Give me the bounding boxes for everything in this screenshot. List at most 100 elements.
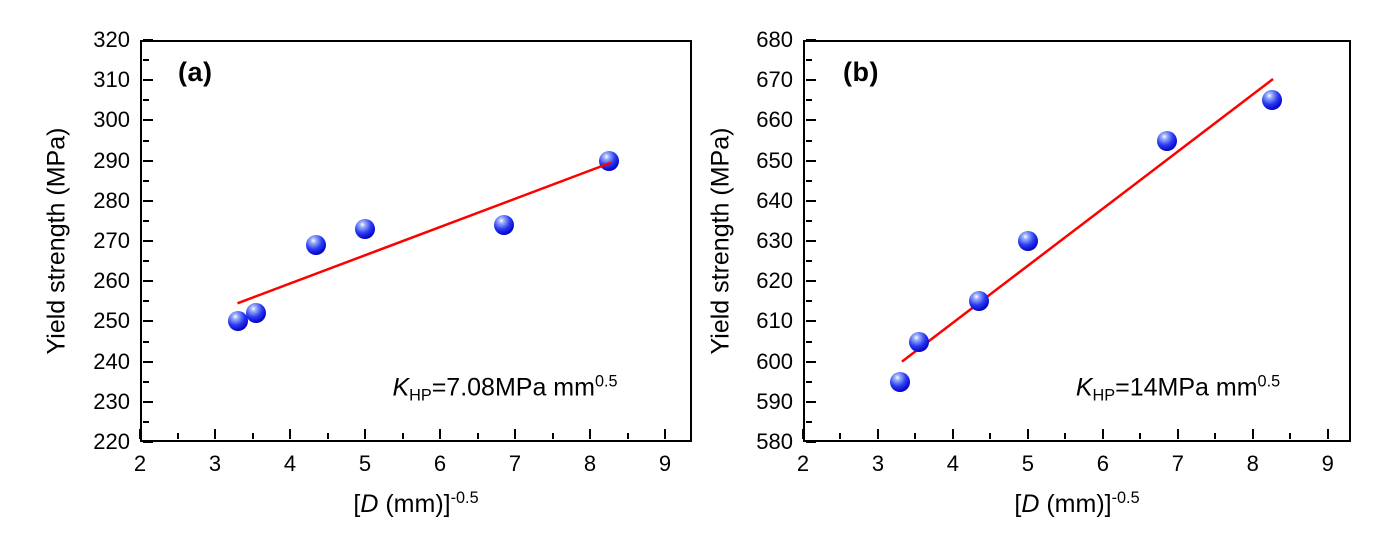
y-tick-label: 280 bbox=[93, 187, 130, 213]
x-major-tick bbox=[1101, 429, 1104, 439]
plot-area-b bbox=[803, 40, 1351, 442]
y-tick-label: 670 bbox=[756, 67, 793, 93]
data-point bbox=[1017, 231, 1038, 251]
x-tick-label: 5 bbox=[358, 451, 372, 476]
y-minor-tick bbox=[143, 139, 149, 142]
data-point bbox=[355, 218, 375, 239]
y-minor-tick bbox=[143, 300, 149, 303]
data-point bbox=[890, 371, 911, 392]
x-tick-label: 3 bbox=[208, 451, 222, 476]
x-tick-label: 5 bbox=[1021, 451, 1035, 476]
y-tick-label: 680 bbox=[756, 27, 793, 52]
data-point bbox=[227, 311, 248, 332]
y-tick-label: 240 bbox=[93, 348, 130, 374]
x-major-tick bbox=[589, 429, 591, 439]
y-minor-tick bbox=[806, 340, 812, 343]
y-tick-label: 620 bbox=[756, 268, 793, 294]
x-minor-tick bbox=[401, 433, 404, 439]
y-minor-tick bbox=[143, 99, 149, 102]
x-minor-tick bbox=[1214, 433, 1217, 439]
y-axis-title-text: Yield strength (MPa) bbox=[42, 127, 71, 355]
x-tick-label: 2 bbox=[133, 451, 147, 476]
x-major-tick bbox=[802, 429, 804, 439]
x-major-tick bbox=[214, 429, 216, 439]
khp-annotation-a: KHP=7.08MPa mm0.5 bbox=[392, 372, 618, 405]
y-minor-tick bbox=[806, 219, 812, 222]
y-minor-tick bbox=[143, 260, 149, 263]
y-minor-tick bbox=[806, 300, 812, 303]
khp-symbol: K bbox=[1075, 373, 1093, 402]
y-tick-label: 220 bbox=[93, 429, 130, 454]
y-minor-tick bbox=[143, 59, 149, 62]
x-tick-label: 6 bbox=[1096, 451, 1109, 476]
khp-value: =14MPa mm bbox=[1115, 373, 1258, 402]
khp-superscript: 0.5 bbox=[594, 372, 618, 391]
y-major-tick bbox=[143, 441, 153, 443]
y-tick-label: 610 bbox=[756, 308, 793, 334]
khp-symbol: K bbox=[392, 373, 410, 402]
data-point bbox=[493, 214, 514, 235]
y-minor-tick bbox=[806, 260, 812, 263]
x-major-tick bbox=[1176, 429, 1179, 439]
y-major-tick bbox=[143, 400, 153, 403]
x-minor-tick bbox=[626, 433, 629, 439]
y-minor-tick bbox=[143, 380, 149, 383]
y-major-tick bbox=[806, 199, 816, 202]
x-minor-tick bbox=[251, 433, 254, 439]
y-axis-title-text: Yield strength (MPa) bbox=[706, 127, 735, 355]
x-major-tick bbox=[139, 429, 141, 439]
y-major-tick bbox=[143, 79, 153, 82]
x-tick-label: 4 bbox=[283, 451, 297, 476]
y-minor-tick bbox=[806, 99, 812, 102]
y-tick-label: 290 bbox=[93, 147, 130, 173]
y-tick-label: 320 bbox=[93, 27, 130, 52]
khp-value: =7.08MPa mm bbox=[431, 373, 595, 402]
y-minor-tick bbox=[806, 420, 812, 423]
y-major-tick bbox=[806, 320, 816, 323]
y-major-tick bbox=[143, 240, 153, 242]
x-tick-label: 4 bbox=[946, 451, 960, 476]
x-major-tick bbox=[289, 429, 291, 439]
y-tick-label: 600 bbox=[756, 348, 793, 374]
y-major-tick bbox=[143, 320, 153, 323]
y-major-tick bbox=[143, 360, 153, 363]
data-point bbox=[306, 235, 327, 256]
khp-subscript: HP bbox=[409, 386, 432, 405]
y-tick-label: 300 bbox=[93, 107, 130, 133]
y-minor-tick bbox=[143, 420, 149, 423]
x-minor-tick bbox=[1289, 433, 1292, 439]
x-major-tick bbox=[1026, 429, 1029, 439]
y-major-tick bbox=[143, 159, 153, 162]
x-minor-tick bbox=[326, 433, 329, 439]
x-minor-tick bbox=[989, 433, 992, 439]
y-minor-tick bbox=[806, 380, 812, 383]
x-minor-tick bbox=[551, 433, 554, 439]
x-minor-tick bbox=[839, 433, 842, 439]
panel-label-b: (b) bbox=[843, 57, 879, 87]
y-minor-tick bbox=[806, 179, 812, 182]
x-major-tick bbox=[364, 429, 366, 439]
y-minor-tick bbox=[806, 59, 812, 62]
y-major-tick bbox=[806, 240, 816, 242]
x-major-tick bbox=[951, 429, 954, 439]
x-major-tick bbox=[664, 429, 666, 439]
y-tick-label: 230 bbox=[93, 388, 130, 414]
y-major-tick bbox=[143, 39, 153, 41]
x-axis-title-b: [D (mm)]-0.5 bbox=[1014, 489, 1140, 518]
panel-label-a: (a) bbox=[178, 57, 213, 87]
x-tick-label: 3 bbox=[871, 451, 885, 476]
y-major-tick bbox=[143, 199, 153, 202]
y-tick-label: 590 bbox=[756, 388, 793, 414]
data-point bbox=[246, 303, 267, 324]
x-tick-label: 2 bbox=[796, 451, 810, 476]
khp-subscript: HP bbox=[1092, 386, 1116, 405]
panel-a: Yield strength (MPa) (a) KHP=7.08MPa mm0… bbox=[42, 27, 692, 518]
y-major-tick bbox=[143, 280, 153, 283]
plot-area-a bbox=[140, 40, 692, 442]
data-point bbox=[909, 331, 930, 352]
x-tick-label: 7 bbox=[1171, 451, 1184, 476]
x-tick-label: 9 bbox=[658, 451, 672, 476]
x-major-tick bbox=[1326, 429, 1329, 439]
x-major-tick bbox=[1251, 429, 1254, 439]
